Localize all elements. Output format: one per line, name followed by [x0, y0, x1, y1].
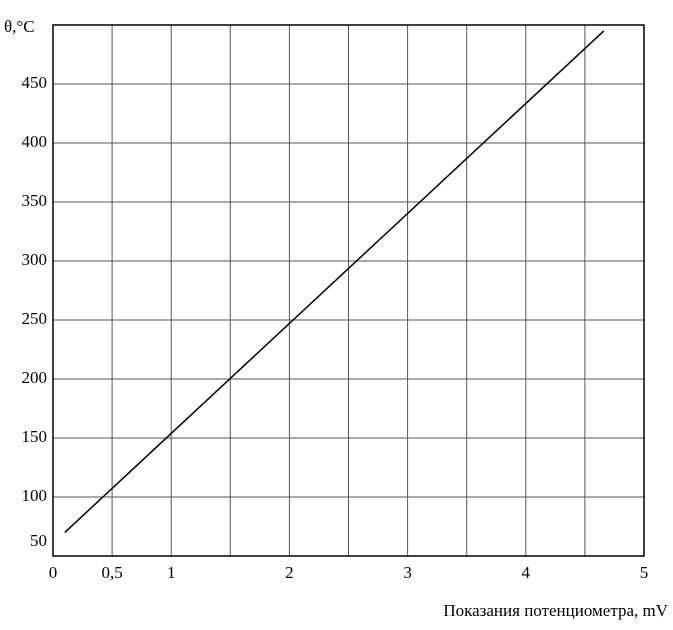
x-tick-label: 4 [522, 563, 531, 582]
y-tick-label: 350 [22, 191, 48, 210]
y-axis-label: θ,°C [4, 17, 35, 36]
x-tick-label: 2 [285, 563, 294, 582]
x-tick-label: 3 [403, 563, 412, 582]
data-line [64, 30, 605, 533]
x-axis-label: Показания потенциометра, mV [443, 601, 668, 620]
x-tick-label: 0 [49, 563, 58, 582]
x-tick-label: 1 [167, 563, 176, 582]
y-tick-label: 450 [22, 73, 48, 92]
y-tick-label: 300 [22, 250, 48, 269]
y-tick-label: 250 [22, 309, 48, 328]
y-tick-label: 200 [22, 368, 48, 387]
plot-frame [52, 24, 645, 557]
y-tick-label: 400 [22, 132, 48, 151]
x-tick-label: 5 [640, 563, 649, 582]
y-tick-label: 100 [22, 486, 48, 505]
y-tick-label: 50 [30, 531, 47, 550]
x-tick-label: 0,5 [101, 563, 122, 582]
y-tick-label: 150 [22, 427, 48, 446]
